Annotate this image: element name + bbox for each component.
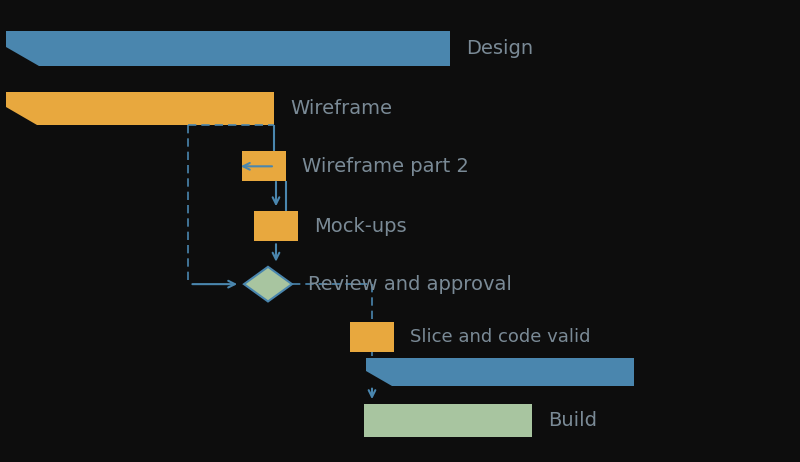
Text: Slice and code valid: Slice and code valid bbox=[410, 328, 590, 346]
Text: Design: Design bbox=[466, 39, 533, 58]
Text: Mock-ups: Mock-ups bbox=[314, 217, 406, 236]
FancyBboxPatch shape bbox=[254, 212, 298, 241]
Text: Review and approval: Review and approval bbox=[308, 274, 512, 294]
Polygon shape bbox=[364, 404, 532, 437]
Text: Wireframe part 2: Wireframe part 2 bbox=[302, 157, 469, 176]
FancyBboxPatch shape bbox=[242, 151, 286, 181]
Polygon shape bbox=[6, 92, 274, 125]
Polygon shape bbox=[244, 267, 292, 301]
Polygon shape bbox=[6, 31, 450, 66]
FancyBboxPatch shape bbox=[350, 322, 394, 352]
Polygon shape bbox=[366, 358, 634, 386]
Text: Build: Build bbox=[548, 411, 597, 430]
Text: Wireframe: Wireframe bbox=[290, 99, 392, 118]
